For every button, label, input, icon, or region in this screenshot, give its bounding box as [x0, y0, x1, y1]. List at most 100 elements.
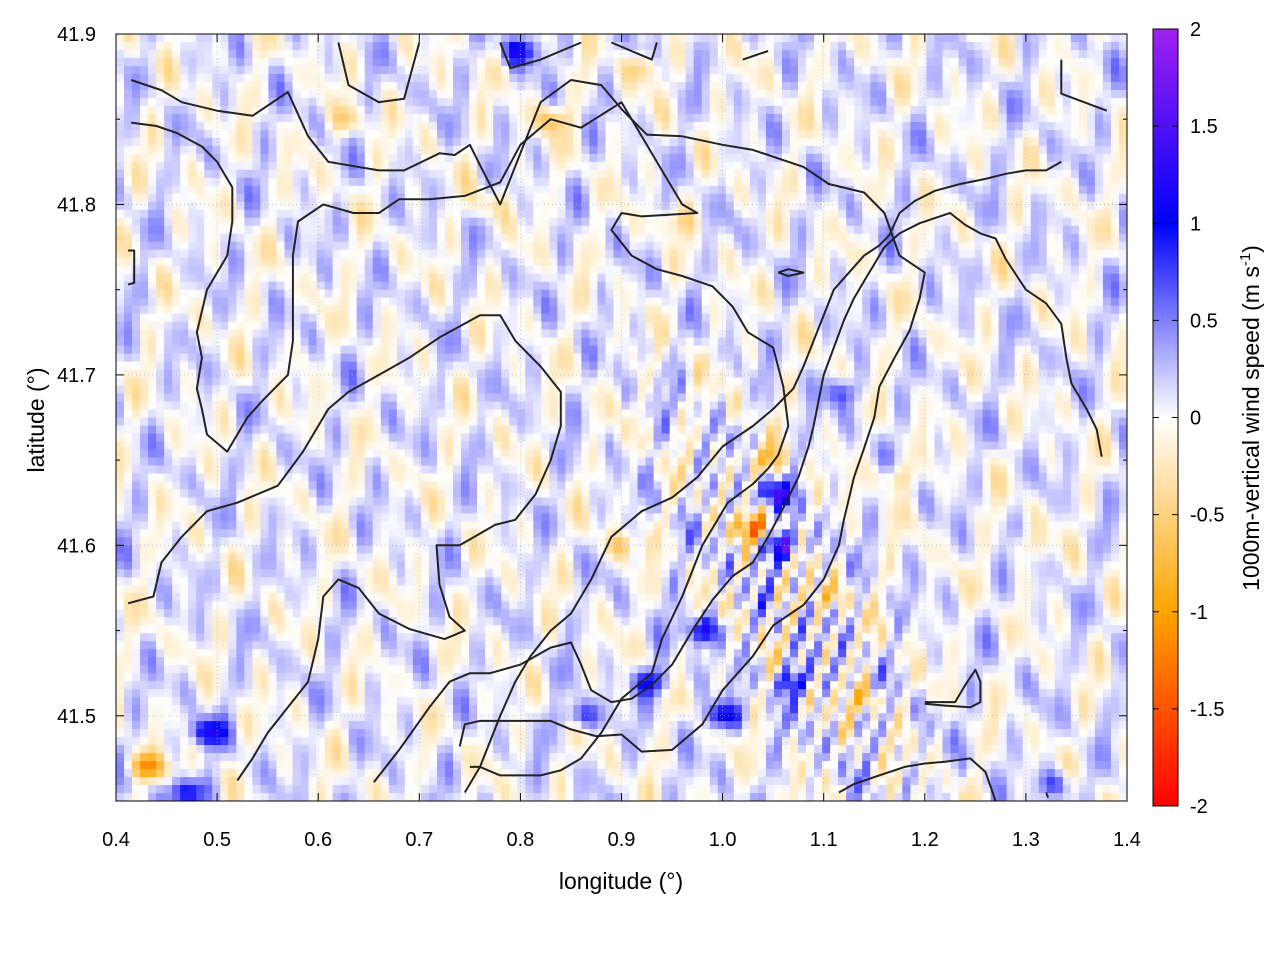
heatmap-cell	[348, 49, 358, 59]
heatmap-cell	[549, 201, 558, 211]
heatmap-cell	[268, 273, 278, 283]
heatmap-cell	[605, 337, 615, 347]
heatmap-cell	[533, 329, 542, 339]
heatmap-cell	[356, 41, 366, 51]
heatmap-cell	[541, 265, 550, 275]
heatmap-cell	[725, 97, 735, 107]
heatmap-cell	[493, 241, 502, 251]
heatmap-cell	[878, 265, 887, 275]
heatmap-cell	[918, 129, 927, 139]
heatmap-cell	[228, 73, 237, 83]
heatmap-cell	[180, 273, 189, 283]
heatmap-cell	[533, 297, 542, 307]
heatmap-cell	[573, 289, 582, 299]
heatmap-cell	[509, 233, 518, 243]
heatmap-cell	[324, 145, 334, 155]
heatmap-cell	[661, 153, 671, 163]
heatmap-cell	[781, 337, 791, 347]
heatmap-cell	[340, 41, 350, 51]
heatmap-cell	[1046, 177, 1056, 187]
heatmap-cell	[196, 337, 205, 347]
heatmap-cell	[966, 273, 976, 283]
heatmap-cell	[509, 209, 518, 219]
heatmap-cell	[1102, 177, 1112, 187]
heatmap-cell	[260, 337, 270, 347]
heatmap-cell	[436, 105, 446, 115]
heatmap-cell	[934, 289, 944, 299]
heatmap-cell	[918, 113, 927, 123]
heatmap-cell	[461, 97, 470, 107]
heatmap-cell	[1014, 145, 1024, 155]
heatmap-cell	[509, 113, 518, 123]
heatmap-cell	[725, 265, 735, 275]
heatmap-cell	[517, 289, 526, 299]
heatmap-cell	[806, 305, 815, 315]
heatmap-cell	[589, 169, 599, 179]
heatmap-cell	[292, 241, 302, 251]
heatmap-cell	[637, 113, 647, 123]
heatmap-cell	[958, 34, 968, 43]
heatmap-cell	[757, 241, 767, 251]
heatmap-cell	[533, 97, 542, 107]
heatmap-cell	[116, 201, 125, 211]
heatmap-cell	[934, 313, 944, 323]
heatmap-cell	[1038, 177, 1048, 187]
heatmap-cell	[412, 153, 422, 163]
heatmap-cell	[549, 129, 558, 139]
heatmap-cell	[300, 273, 310, 283]
heatmap-cell	[372, 34, 382, 43]
heatmap-cell	[894, 257, 903, 267]
heatmap-cell	[669, 81, 679, 91]
heatmap-cell	[1030, 137, 1040, 147]
heatmap-cell	[404, 249, 414, 259]
heatmap-cell	[212, 201, 221, 211]
heatmap-cell	[894, 49, 903, 59]
heatmap-cell	[164, 329, 173, 339]
heatmap-cell	[709, 257, 719, 267]
heatmap-cell	[1030, 209, 1040, 219]
heatmap-cell	[509, 161, 518, 171]
heatmap-cell	[388, 121, 398, 131]
heatmap-cell	[356, 273, 366, 283]
heatmap-cell	[765, 225, 775, 235]
heatmap-cell	[846, 201, 855, 211]
heatmap-cell	[1118, 81, 1127, 91]
heatmap-cell	[822, 121, 831, 131]
heatmap-cell	[958, 105, 968, 115]
heatmap-cell	[180, 34, 189, 43]
heatmap-cell	[854, 297, 863, 307]
heatmap-cell	[428, 129, 438, 139]
heatmap-cell	[1094, 249, 1104, 259]
heatmap-cell	[541, 193, 550, 203]
heatmap-cell	[493, 161, 502, 171]
heatmap-cell	[132, 89, 141, 99]
heatmap-cell	[830, 233, 839, 243]
heatmap-cell	[404, 233, 414, 243]
heatmap-cell	[477, 209, 486, 219]
heatmap-cell	[597, 233, 607, 243]
heatmap-cell	[725, 209, 735, 219]
heatmap-cell	[814, 89, 823, 99]
heatmap-cell	[798, 65, 807, 75]
heatmap-cell	[725, 57, 735, 67]
heatmap-cell	[749, 161, 759, 171]
heatmap-cell	[990, 273, 1000, 283]
heatmap-cell	[798, 185, 807, 195]
heatmap-cell	[565, 193, 574, 203]
heatmap-cell	[428, 297, 438, 307]
heatmap-cell	[276, 65, 286, 75]
heatmap-cell	[204, 249, 213, 259]
heatmap-cell	[116, 209, 125, 219]
heatmap-cell	[1094, 329, 1104, 339]
heatmap-cell	[348, 265, 358, 275]
heatmap-cell	[629, 297, 639, 307]
heatmap-cell	[461, 145, 470, 155]
heatmap-cell	[316, 249, 326, 259]
heatmap-cell	[573, 201, 582, 211]
heatmap-cell	[469, 193, 478, 203]
heatmap-cell	[990, 193, 1000, 203]
heatmap-cell	[517, 201, 526, 211]
heatmap-cell	[453, 89, 462, 99]
heatmap-cell	[910, 225, 919, 235]
heatmap-cell	[838, 193, 847, 203]
